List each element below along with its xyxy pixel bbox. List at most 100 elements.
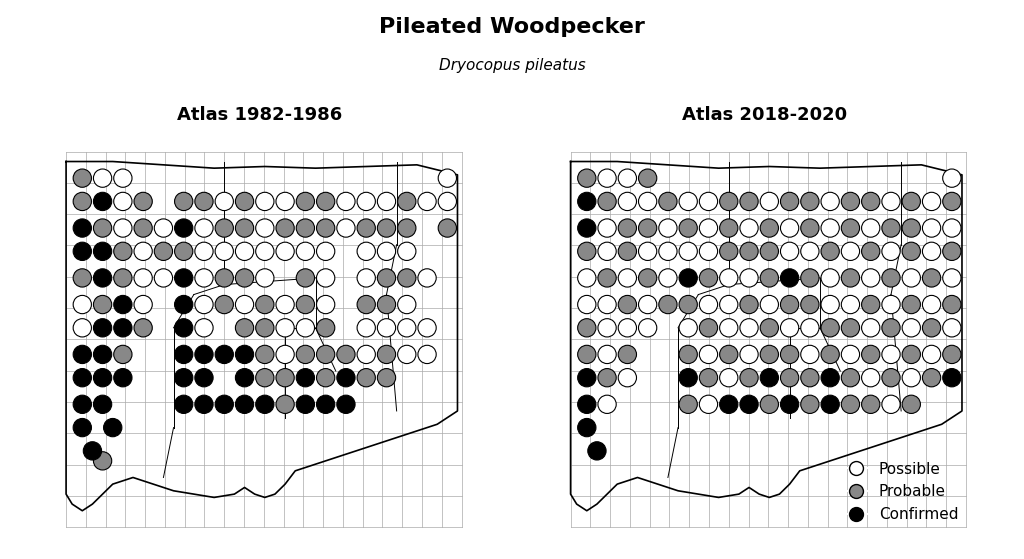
Circle shape	[256, 319, 274, 337]
Circle shape	[699, 319, 718, 337]
Circle shape	[134, 269, 153, 287]
Circle shape	[943, 192, 961, 211]
Circle shape	[679, 192, 697, 211]
Circle shape	[882, 269, 900, 287]
Circle shape	[923, 295, 941, 314]
Circle shape	[397, 319, 416, 337]
Circle shape	[155, 219, 173, 237]
Circle shape	[397, 295, 416, 314]
Circle shape	[195, 192, 213, 211]
Circle shape	[618, 269, 637, 287]
Circle shape	[760, 319, 778, 337]
Circle shape	[699, 345, 718, 363]
Circle shape	[882, 295, 900, 314]
Circle shape	[578, 395, 596, 414]
Circle shape	[842, 295, 859, 314]
Circle shape	[93, 395, 112, 414]
Circle shape	[236, 319, 254, 337]
Circle shape	[842, 319, 859, 337]
Circle shape	[780, 368, 799, 387]
Circle shape	[618, 192, 637, 211]
Circle shape	[740, 269, 758, 287]
Circle shape	[699, 242, 718, 260]
Circle shape	[801, 395, 819, 414]
Circle shape	[679, 269, 697, 287]
Circle shape	[195, 295, 213, 314]
Circle shape	[397, 242, 416, 260]
Circle shape	[114, 242, 132, 260]
Circle shape	[699, 219, 718, 237]
Circle shape	[114, 269, 132, 287]
Circle shape	[740, 319, 758, 337]
Circle shape	[337, 219, 355, 237]
Circle shape	[699, 269, 718, 287]
Circle shape	[73, 242, 91, 260]
Circle shape	[639, 295, 656, 314]
Circle shape	[174, 269, 193, 287]
Circle shape	[578, 319, 596, 337]
Circle shape	[195, 395, 213, 414]
Circle shape	[639, 169, 656, 187]
Circle shape	[861, 319, 880, 337]
Circle shape	[275, 395, 294, 414]
Circle shape	[658, 192, 677, 211]
Circle shape	[174, 219, 193, 237]
Circle shape	[195, 242, 213, 260]
Circle shape	[397, 269, 416, 287]
Circle shape	[801, 345, 819, 363]
Circle shape	[801, 295, 819, 314]
Circle shape	[639, 192, 656, 211]
Circle shape	[720, 242, 738, 260]
Circle shape	[378, 345, 395, 363]
Circle shape	[134, 192, 153, 211]
Circle shape	[902, 219, 921, 237]
Circle shape	[658, 269, 677, 287]
Circle shape	[842, 269, 859, 287]
Circle shape	[316, 319, 335, 337]
Circle shape	[296, 368, 314, 387]
Circle shape	[679, 295, 697, 314]
Circle shape	[720, 219, 738, 237]
Circle shape	[174, 395, 193, 414]
Circle shape	[418, 269, 436, 287]
Circle shape	[658, 295, 677, 314]
Circle shape	[639, 219, 656, 237]
Circle shape	[861, 269, 880, 287]
Circle shape	[256, 295, 274, 314]
Circle shape	[256, 345, 274, 363]
Circle shape	[93, 269, 112, 287]
Circle shape	[882, 219, 900, 237]
Circle shape	[740, 368, 758, 387]
Circle shape	[658, 242, 677, 260]
Circle shape	[337, 192, 355, 211]
Circle shape	[679, 395, 697, 414]
Circle shape	[256, 368, 274, 387]
Circle shape	[780, 295, 799, 314]
Circle shape	[114, 192, 132, 211]
Circle shape	[215, 345, 233, 363]
Circle shape	[801, 269, 819, 287]
Circle shape	[134, 295, 153, 314]
Circle shape	[93, 345, 112, 363]
Circle shape	[639, 269, 656, 287]
Circle shape	[73, 368, 91, 387]
Circle shape	[73, 395, 91, 414]
Circle shape	[174, 242, 193, 260]
Circle shape	[73, 319, 91, 337]
Circle shape	[598, 295, 616, 314]
Circle shape	[296, 395, 314, 414]
Circle shape	[134, 219, 153, 237]
Circle shape	[357, 295, 376, 314]
Circle shape	[73, 345, 91, 363]
Circle shape	[93, 295, 112, 314]
Circle shape	[861, 345, 880, 363]
Circle shape	[174, 319, 193, 337]
Circle shape	[93, 452, 112, 470]
Circle shape	[236, 219, 254, 237]
Circle shape	[73, 419, 91, 437]
Circle shape	[740, 242, 758, 260]
Circle shape	[720, 192, 738, 211]
Circle shape	[760, 269, 778, 287]
Circle shape	[93, 368, 112, 387]
Circle shape	[174, 295, 193, 314]
